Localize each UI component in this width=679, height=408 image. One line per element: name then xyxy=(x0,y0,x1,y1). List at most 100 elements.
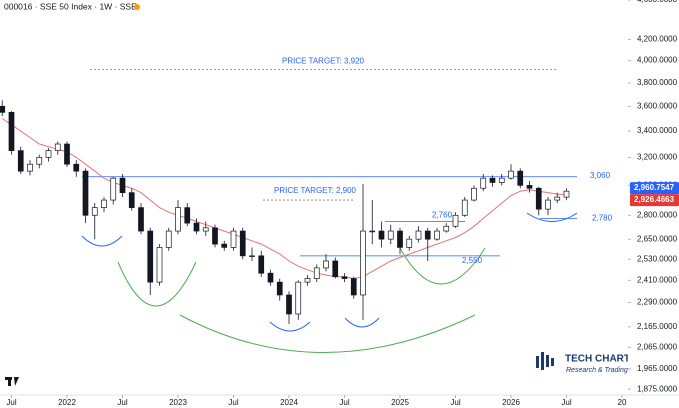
moving-average xyxy=(2,118,567,280)
level-label: 2,780 xyxy=(592,213,613,222)
candle-body xyxy=(258,255,265,274)
candle-body xyxy=(360,230,366,296)
candle-body xyxy=(323,260,329,269)
y-tick-label: 4,200.0000 xyxy=(637,35,678,44)
y-tick-label: 3,800.0000 xyxy=(637,78,678,87)
x-tick-label: 20 xyxy=(618,398,627,407)
candle-body xyxy=(202,227,209,232)
candle-body xyxy=(563,190,570,198)
candle-body xyxy=(82,170,89,216)
candle-body xyxy=(304,278,311,283)
tv-logo xyxy=(5,377,19,386)
x-tick-label: Jul xyxy=(561,398,571,407)
candle-body xyxy=(415,230,422,240)
candle-body xyxy=(91,207,98,216)
candle-body xyxy=(286,294,292,315)
y-tick-label: 2,165.0000 xyxy=(637,322,678,331)
candle-body xyxy=(471,187,477,201)
candle-body xyxy=(184,207,191,224)
candle-body xyxy=(313,267,320,279)
candle-body xyxy=(452,214,459,227)
blue-arc xyxy=(526,212,578,222)
candle-body xyxy=(221,243,228,248)
green-arc xyxy=(117,261,197,307)
candle-body xyxy=(175,207,181,232)
x-tick-label: 2025 xyxy=(391,398,409,407)
y-tick-label: 4,600.0000 xyxy=(637,0,678,4)
x-tick-label: 2022 xyxy=(58,398,76,407)
y-tick-label: 2,530.0000 xyxy=(637,254,678,263)
candle-body xyxy=(443,225,450,232)
candle-body xyxy=(128,192,135,208)
price-tag xyxy=(630,182,679,195)
candle-body xyxy=(554,196,561,201)
candle-body xyxy=(212,227,218,245)
candle-body xyxy=(369,230,376,233)
candle-body xyxy=(397,230,403,248)
brand-tagline: Research & Trading xyxy=(566,367,628,374)
status-dot xyxy=(134,4,140,10)
candle-body xyxy=(0,105,6,113)
y-tick-label: 1,965.0000 xyxy=(637,364,678,373)
x-tick-label: Jul xyxy=(228,398,238,407)
candle-body xyxy=(165,230,172,248)
x-tick-label: Jul xyxy=(6,398,16,407)
candle-body xyxy=(119,177,126,193)
y-tick-label: 2,800.0000 xyxy=(637,210,678,219)
y-tick-label: 3,400.0000 xyxy=(637,126,678,135)
candle-body xyxy=(45,150,52,158)
y-tick-label: 1,875.0000 xyxy=(637,384,678,393)
candle-body xyxy=(239,230,246,257)
candle-body xyxy=(424,230,431,240)
candle-body xyxy=(434,230,440,240)
x-tick-label: 2026 xyxy=(502,398,520,407)
y-tick-label: 4,000.0000 xyxy=(637,56,678,65)
target-label: PRICE TARGET: 2,900 xyxy=(274,186,357,195)
x-tick-label: 2023 xyxy=(169,398,187,407)
candle-body xyxy=(498,177,505,183)
blue-arc xyxy=(344,317,380,328)
candle-body xyxy=(387,230,394,240)
candle-body xyxy=(156,247,163,283)
candle-body xyxy=(545,199,551,210)
arcs xyxy=(81,212,578,353)
candle-body xyxy=(8,112,15,152)
candle-body xyxy=(480,177,487,189)
x-tick-label: Jul xyxy=(339,398,349,407)
level-label: 2,760 xyxy=(432,211,453,220)
candle-body xyxy=(341,276,348,279)
x-tick-label: 2024 xyxy=(280,398,298,407)
candle-body xyxy=(276,281,283,296)
candle-body xyxy=(138,207,144,232)
candle-body xyxy=(17,150,24,172)
candle-body xyxy=(526,185,533,189)
candle-body xyxy=(230,230,237,248)
candle-body xyxy=(64,143,70,165)
candle-body xyxy=(110,177,117,201)
candle-body xyxy=(267,272,274,283)
y-tick-label: 2,410.0000 xyxy=(637,275,678,284)
chart-title: 000016 · SSE 50 Index · 1W · SSE xyxy=(4,1,137,11)
candle-body xyxy=(535,187,542,210)
candle-body xyxy=(517,170,524,186)
price-tag-label: 2,926.4663 xyxy=(634,195,675,204)
x-tick-label: Jul xyxy=(117,398,127,407)
level-label: 2,550 xyxy=(462,256,483,265)
blue-arc xyxy=(81,235,123,247)
y-tick-label: 2,290.0000 xyxy=(637,298,678,307)
y-tick-label: 2,650.0000 xyxy=(637,234,678,243)
candle-body xyxy=(27,163,33,172)
target-label: PRICE TARGET: 3,920 xyxy=(282,56,365,65)
candle-body xyxy=(36,157,43,165)
y-tick-label: 3,600.0000 xyxy=(637,101,678,110)
y-tick-label: 3,200.0000 xyxy=(637,152,678,161)
x-tick-label: Jul xyxy=(450,398,460,407)
candle-body xyxy=(147,230,154,283)
green-arc xyxy=(399,247,486,285)
y-tick-label: 2,065.0000 xyxy=(637,342,678,351)
candle-body xyxy=(193,222,200,232)
candle-body xyxy=(350,278,357,296)
candle-body xyxy=(295,281,302,315)
level-label: 3,060 xyxy=(590,171,611,180)
candle-body xyxy=(73,163,80,172)
